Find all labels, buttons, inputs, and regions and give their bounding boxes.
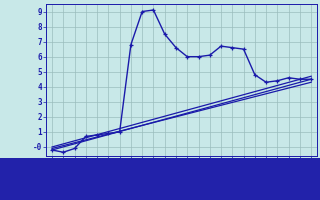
- X-axis label: Graphe des températures (°c): Graphe des températures (°c): [106, 168, 257, 177]
